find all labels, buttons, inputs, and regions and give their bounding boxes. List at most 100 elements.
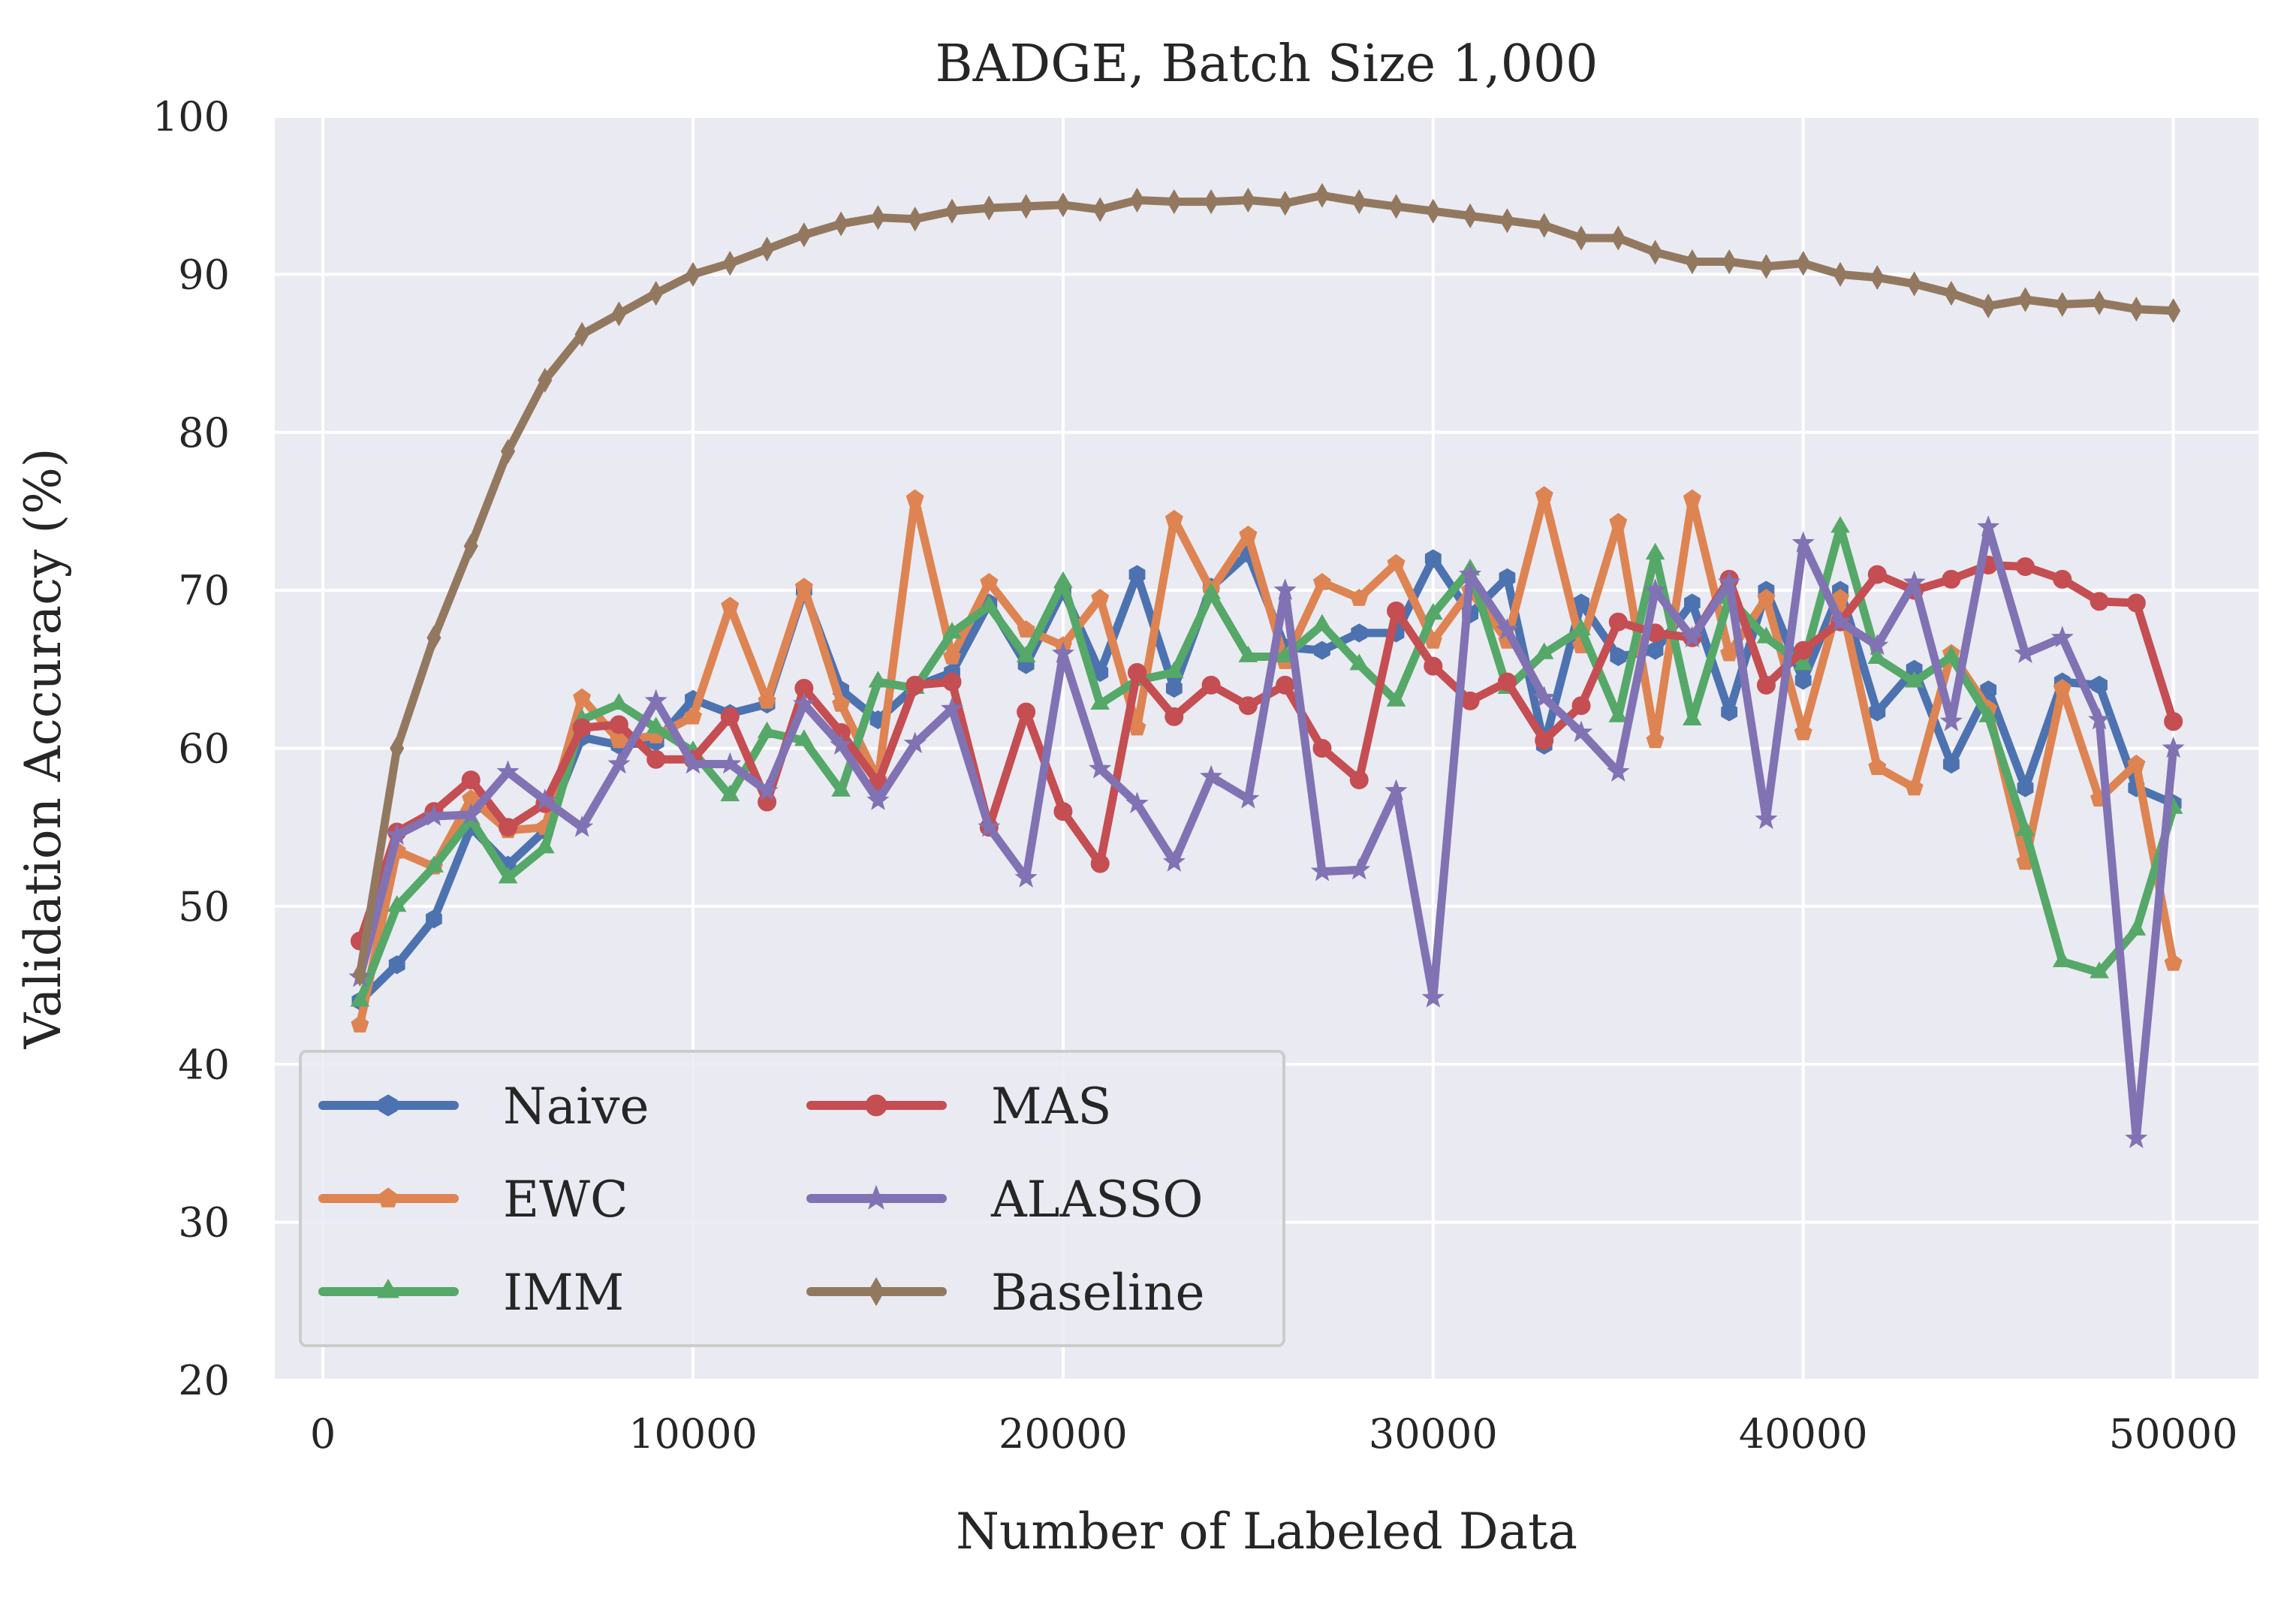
data-point bbox=[684, 707, 702, 725]
data-point bbox=[978, 815, 1001, 837]
y-tick-label: 40 bbox=[178, 1041, 230, 1088]
data-point bbox=[535, 837, 555, 854]
data-point bbox=[1608, 705, 1629, 722]
data-point bbox=[609, 715, 628, 734]
data-point bbox=[1644, 578, 1667, 600]
legend-item-baseline: Baseline bbox=[806, 1264, 1205, 1322]
x-tick-label: 30000 bbox=[1369, 1410, 1498, 1458]
data-point bbox=[1939, 709, 1963, 731]
y-tick-label: 20 bbox=[178, 1357, 230, 1404]
data-point bbox=[833, 211, 848, 237]
data-point bbox=[1903, 570, 1926, 592]
data-point bbox=[1351, 623, 1368, 643]
data-point bbox=[1942, 569, 1961, 589]
data-point bbox=[572, 718, 592, 737]
data-point bbox=[831, 779, 851, 797]
data-point bbox=[498, 867, 518, 884]
series-layer bbox=[348, 182, 2185, 1148]
data-point bbox=[1535, 486, 1553, 504]
data-point bbox=[1756, 675, 1776, 695]
data-point bbox=[1794, 671, 1812, 690]
data-point bbox=[1497, 672, 1517, 692]
legend-label: ALASSO bbox=[990, 1171, 1204, 1229]
data-point bbox=[1942, 645, 1961, 662]
data-point bbox=[1167, 189, 1182, 215]
data-point bbox=[681, 752, 705, 774]
data-point bbox=[1090, 854, 1110, 873]
data-point bbox=[1943, 754, 1960, 774]
data-point bbox=[1240, 187, 1255, 213]
data-point bbox=[1791, 531, 1815, 553]
data-point bbox=[1129, 187, 1145, 213]
data-point bbox=[2050, 626, 2074, 648]
series-line bbox=[355, 523, 2178, 1143]
data-point bbox=[1609, 513, 1628, 530]
data-point bbox=[758, 691, 776, 709]
data-point bbox=[649, 281, 664, 306]
data-point bbox=[1756, 626, 1776, 644]
data-point bbox=[2126, 918, 2147, 936]
data-point bbox=[1090, 692, 1110, 710]
y-tick-label: 50 bbox=[178, 883, 230, 930]
data-point bbox=[388, 955, 405, 975]
data-point bbox=[720, 707, 740, 726]
data-point bbox=[390, 735, 405, 761]
data-point bbox=[1684, 593, 1701, 613]
data-point bbox=[830, 733, 853, 755]
legend-marker bbox=[378, 1187, 399, 1208]
data-point bbox=[2053, 569, 2072, 589]
data-point bbox=[1757, 588, 1776, 606]
data-point bbox=[945, 198, 960, 224]
data-point bbox=[1460, 691, 1480, 710]
legend-item-imm: IMM bbox=[318, 1264, 624, 1322]
data-point bbox=[1092, 197, 1107, 222]
data-point bbox=[2125, 1126, 2148, 1148]
data-point bbox=[1051, 641, 1074, 664]
data-point bbox=[1534, 642, 1554, 659]
data-point bbox=[1683, 489, 1701, 507]
data-point bbox=[1755, 807, 1778, 829]
data-point bbox=[1608, 612, 1628, 632]
data-point bbox=[2015, 557, 2035, 577]
data-point bbox=[1056, 192, 1071, 218]
data-point bbox=[1312, 614, 1332, 631]
data-point bbox=[1796, 251, 1811, 276]
data-point bbox=[940, 697, 964, 719]
legend-item-mas: MAS bbox=[806, 1078, 1111, 1135]
data-point bbox=[1127, 663, 1146, 683]
data-point bbox=[1386, 689, 1406, 707]
data-point bbox=[1867, 565, 1887, 584]
data-point bbox=[1165, 509, 1183, 527]
data-point bbox=[832, 694, 851, 712]
data-point bbox=[1680, 626, 1704, 648]
data-point bbox=[1312, 739, 1332, 758]
data-point bbox=[2017, 778, 2034, 797]
data-point bbox=[574, 321, 589, 347]
data-point bbox=[1424, 656, 1443, 676]
data-point bbox=[1978, 705, 1998, 722]
data-point bbox=[463, 533, 478, 559]
data-point bbox=[722, 251, 737, 276]
data-point bbox=[1201, 675, 1221, 695]
data-point bbox=[538, 367, 553, 393]
data-point bbox=[1017, 702, 1036, 722]
y-tick-label: 100 bbox=[152, 93, 230, 140]
data-point bbox=[2055, 291, 2070, 317]
data-point bbox=[903, 731, 927, 753]
data-point bbox=[646, 749, 666, 769]
data-point bbox=[2126, 593, 2146, 613]
data-point bbox=[2088, 707, 2111, 730]
data-point bbox=[1351, 189, 1366, 215]
data-point bbox=[2166, 298, 2181, 324]
data-point bbox=[1276, 675, 1295, 695]
data-point bbox=[1312, 572, 1331, 590]
data-point bbox=[794, 729, 814, 746]
data-point bbox=[461, 770, 481, 790]
data-point bbox=[385, 823, 408, 846]
data-point bbox=[500, 439, 516, 464]
data-point bbox=[866, 788, 890, 810]
data-point bbox=[1089, 756, 1112, 779]
data-point bbox=[1053, 571, 1073, 588]
data-point bbox=[1793, 653, 1813, 671]
